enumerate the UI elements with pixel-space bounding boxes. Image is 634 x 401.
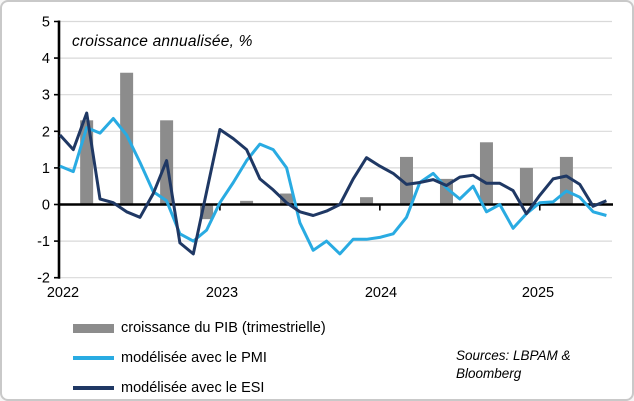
gdp-bar-swatch	[73, 323, 114, 333]
svg-text:-2: -2	[37, 271, 50, 287]
gdp-bar-2025 T1	[559, 156, 573, 205]
gdp-bar-2022 T2	[120, 72, 134, 205]
svg-text:2023: 2023	[206, 285, 238, 301]
legend-item-pib: croissance du PIB (trimestrielle)	[73, 313, 326, 343]
gridlines	[59, 20, 612, 279]
legend-label-pmi: modélisée avec le PMI	[121, 350, 267, 366]
pmi-line-swatch	[73, 356, 114, 360]
pmi-model-line	[59, 117, 607, 256]
source-note: Sources: LBPAM & Bloomberg	[456, 347, 571, 383]
source-note-line2: Bloomberg	[456, 366, 522, 382]
gdp-bar-2024 T4	[519, 167, 533, 205]
svg-text:1: 1	[42, 161, 50, 177]
svg-text:-1: -1	[37, 234, 50, 250]
chart-legend: croissance du PIB (trimestrielle) modéli…	[73, 313, 326, 399]
legend-label-esi: modélisée avec le ESI	[121, 380, 265, 396]
svg-text:3: 3	[42, 88, 50, 104]
y-axis-labels: 5 4 3 2 1 0 -1 -2	[37, 15, 50, 287]
svg-text:2: 2	[42, 124, 50, 140]
legend-item-pmi: modélisée avec le PMI	[73, 343, 326, 373]
legend-item-esi: modélisée avec le ESI	[73, 373, 326, 399]
x-axis-labels: 2022 2023 2024 2025	[47, 285, 554, 301]
esi-model-line	[58, 111, 607, 256]
legend-label-pib: croissance du PIB (trimestrielle)	[121, 320, 326, 336]
svg-text:5: 5	[42, 15, 50, 31]
svg-text:2025: 2025	[522, 285, 554, 301]
svg-text:0: 0	[42, 198, 50, 214]
gdp-bar-2023 T1	[240, 200, 254, 205]
axes	[54, 20, 613, 279]
gdp-bar-2024 T3	[479, 142, 493, 205]
gdp-bar-2023 T2	[280, 193, 294, 205]
gdp-bar-2024 T1	[400, 156, 414, 205]
svg-text:2024: 2024	[365, 285, 397, 301]
svg-text:2022: 2022	[47, 285, 79, 301]
esi-line-swatch	[73, 386, 114, 390]
svg-text:4: 4	[42, 51, 50, 67]
gdp-bar-2023 T4	[360, 197, 374, 205]
source-note-line1: Sources: LBPAM &	[456, 348, 571, 363]
chart-title: croissance annualisée, %	[72, 33, 253, 50]
